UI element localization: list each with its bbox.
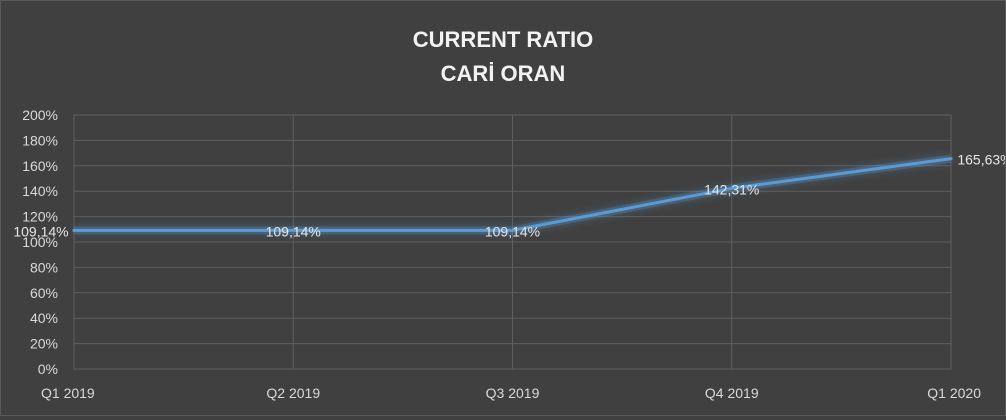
y-tick-label: 180%: [22, 132, 58, 148]
y-tick-label: 80%: [30, 259, 58, 275]
y-tick-label: 0%: [38, 361, 58, 377]
y-tick-label: 160%: [22, 158, 58, 174]
y-tick-label: 20%: [30, 336, 58, 352]
x-axis-ticks: Q1 2019 Q2 2019 Q3 2019 Q4 2019 Q1 2020: [41, 385, 981, 401]
y-tick-label: 200%: [22, 107, 58, 123]
data-point: [730, 186, 734, 190]
x-tick-label: Q2 2019: [266, 385, 320, 401]
data-label: 109,14%: [13, 223, 68, 239]
gridlines: [73, 114, 952, 370]
y-tick-label: 100%: [22, 234, 58, 250]
x-tick-label: Q1 2019: [41, 385, 95, 401]
data-label: 142,31%: [704, 181, 759, 197]
chart-title: CURRENT RATIO: [413, 27, 593, 52]
data-label: 109,14%: [266, 223, 321, 239]
x-tick-label: Q1 2020: [927, 385, 981, 401]
x-tick-label: Q3 2019: [486, 385, 540, 401]
data-label: 165,63%: [957, 152, 1005, 168]
x-tick-label: Q4 2019: [705, 385, 759, 401]
series-layer: [72, 154, 953, 235]
chart-subtitle: CARİ ORAN: [441, 61, 566, 86]
y-tick-label: 140%: [22, 183, 58, 199]
y-tick-label: 60%: [30, 285, 58, 301]
data-point: [72, 228, 76, 232]
y-axis-ticks: 0% 20% 40% 60% 80% 100% 120% 140% 160% 180% 200%: [22, 107, 58, 377]
data-label: 109,14%: [485, 223, 540, 239]
data-labels: 109,14% 109,14% 109,14% 142,31% 165,63%: [13, 152, 1006, 240]
y-tick-label: 120%: [22, 209, 58, 225]
data-point: [511, 228, 514, 232]
y-tick-label: 40%: [30, 310, 58, 326]
data-point: [291, 228, 295, 232]
data-point: [949, 157, 953, 161]
